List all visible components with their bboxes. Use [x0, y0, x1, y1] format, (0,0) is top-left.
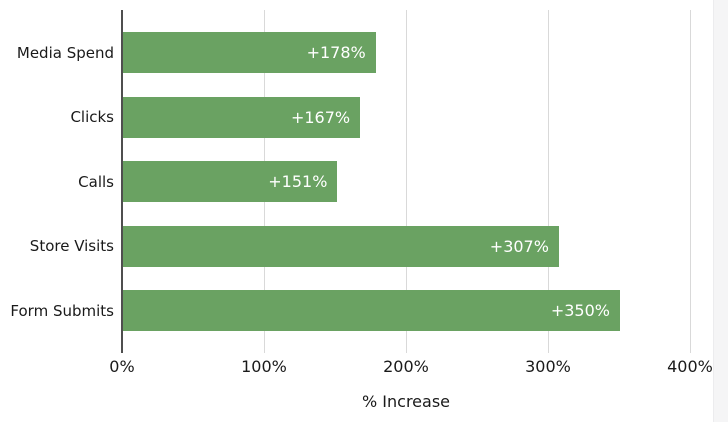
bar-media-spend: +178%: [123, 32, 376, 73]
gridline: [690, 10, 691, 353]
x-tick-label: 100%: [241, 357, 287, 376]
bar-store-visits: +307%: [123, 225, 559, 267]
gridline: [406, 10, 407, 353]
bar-value-label: +151%: [268, 172, 328, 191]
x-tick-label: 0%: [109, 357, 135, 376]
bar-form-submits: +350%: [123, 290, 620, 331]
x-axis-title: % Increase: [362, 392, 450, 411]
bar-calls: +151%: [123, 161, 338, 202]
category-label: Calls: [78, 172, 114, 191]
x-axis-tick-labels: 0% 100% 200% 300% 400%: [0, 357, 728, 377]
bar-value-label: +178%: [306, 43, 366, 62]
y-axis-labels: Media Spend Clicks Calls Store Visits Form S…: [0, 0, 114, 422]
category-label: Store Visits: [29, 237, 114, 255]
x-tick-label: 300%: [525, 357, 571, 376]
bar-clicks: +167%: [123, 96, 361, 138]
y-axis-line: [121, 10, 123, 353]
window-edge: [713, 0, 728, 422]
bar-value-label: +167%: [290, 107, 351, 127]
category-label: Media Spend: [16, 43, 114, 62]
gridline: [548, 10, 549, 353]
category-label: Clicks: [70, 108, 114, 126]
bar-value-label: +307%: [489, 236, 549, 256]
x-tick-label: 200%: [383, 357, 429, 376]
bar-value-label: +350%: [550, 301, 610, 320]
x-tick-label: 400%: [667, 357, 713, 376]
category-label: Form Submits: [10, 301, 114, 320]
